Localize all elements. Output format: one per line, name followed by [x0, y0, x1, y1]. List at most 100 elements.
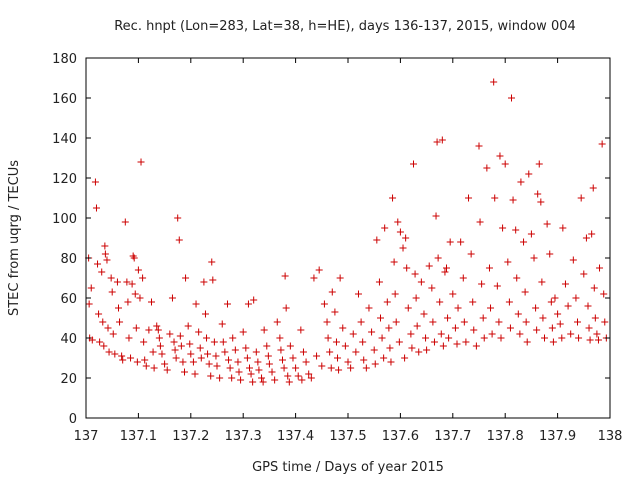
data-point: [104, 324, 112, 332]
data-point: [260, 326, 268, 334]
data-point: [429, 318, 437, 326]
data-point: [136, 294, 144, 302]
data-point: [600, 290, 608, 298]
data-point: [517, 178, 525, 186]
data-point: [506, 324, 514, 332]
data-point: [470, 326, 478, 334]
data-point: [543, 220, 551, 228]
data-point: [130, 254, 138, 262]
data-point: [96, 338, 104, 346]
data-point: [415, 348, 423, 356]
data-point: [387, 358, 395, 366]
data-point: [391, 290, 399, 298]
data-point: [95, 310, 103, 318]
data-point: [370, 346, 378, 354]
data-point: [390, 258, 398, 266]
data-point: [292, 364, 300, 372]
data-point: [121, 218, 129, 226]
data-point: [594, 336, 602, 344]
y-tick-label: 120: [52, 172, 77, 187]
data-point: [432, 212, 440, 220]
data-point: [88, 336, 96, 344]
data-point: [323, 318, 331, 326]
data-point: [535, 160, 543, 168]
data-point: [446, 238, 454, 246]
data-point: [170, 338, 178, 346]
y-tick-label: 0: [69, 412, 77, 427]
data-point: [341, 342, 349, 350]
data-point: [331, 308, 339, 316]
data-point: [219, 338, 227, 346]
data-point: [411, 270, 419, 278]
data-point: [189, 358, 197, 366]
data-point: [204, 350, 212, 358]
data-point: [520, 238, 528, 246]
data-point: [354, 290, 362, 298]
data-point: [480, 334, 488, 342]
data-point: [302, 358, 310, 366]
data-point: [94, 260, 102, 268]
data-point: [590, 284, 598, 292]
data-point: [250, 296, 258, 304]
data-point: [244, 300, 252, 308]
data-point: [231, 346, 239, 354]
data-point: [479, 314, 487, 322]
x-tick-label: 137.7: [434, 429, 471, 444]
data-point: [399, 244, 407, 252]
data-point: [125, 334, 133, 342]
data-point: [174, 214, 182, 222]
data-point: [408, 344, 416, 352]
data-point: [334, 354, 342, 362]
data-point: [128, 280, 136, 288]
data-point: [445, 334, 453, 342]
x-tick-label: 137.4: [277, 429, 314, 444]
data-point: [277, 346, 285, 354]
data-point: [601, 318, 609, 326]
data-point: [119, 356, 127, 364]
x-tick-label: 137.1: [120, 429, 157, 444]
data-point: [407, 330, 415, 338]
data-point: [310, 274, 318, 282]
data-point: [280, 364, 288, 372]
data-point: [564, 302, 572, 310]
data-point: [556, 320, 564, 328]
data-point: [249, 378, 257, 386]
data-point: [103, 256, 111, 264]
data-point: [404, 304, 412, 312]
data-point: [516, 330, 524, 338]
data-point: [182, 274, 190, 282]
data-point: [229, 334, 237, 342]
data-point: [449, 290, 457, 298]
data-point: [145, 326, 153, 334]
data-point: [285, 378, 293, 386]
data-point: [380, 354, 388, 362]
data-point: [179, 358, 187, 366]
data-point: [209, 276, 217, 284]
data-point: [504, 258, 512, 266]
data-point: [158, 350, 166, 358]
data-point: [561, 280, 569, 288]
y-axis-label: STEC from uqrg / TECUs: [7, 160, 22, 316]
data-point: [177, 342, 185, 350]
chart-title: Rec. hnpt (Lon=283, Lat=38, h=HE), days …: [114, 19, 576, 34]
data-point: [383, 298, 391, 306]
y-tick-label: 20: [60, 372, 77, 387]
data-point: [396, 228, 404, 236]
data-point: [134, 266, 142, 274]
data-point: [588, 230, 596, 238]
data-point: [237, 376, 245, 384]
data-point: [509, 196, 517, 204]
data-point: [551, 294, 559, 302]
data-point: [572, 294, 580, 302]
data-point: [460, 318, 468, 326]
data-point: [493, 282, 501, 290]
data-point: [101, 242, 109, 250]
y-tick-label: 140: [52, 132, 77, 147]
data-point: [462, 338, 470, 346]
data-point: [259, 378, 267, 386]
x-tick-label: 137.3: [225, 429, 262, 444]
data-point: [371, 360, 379, 368]
data-point: [133, 358, 141, 366]
data-point: [549, 338, 557, 346]
data-point: [234, 358, 242, 366]
